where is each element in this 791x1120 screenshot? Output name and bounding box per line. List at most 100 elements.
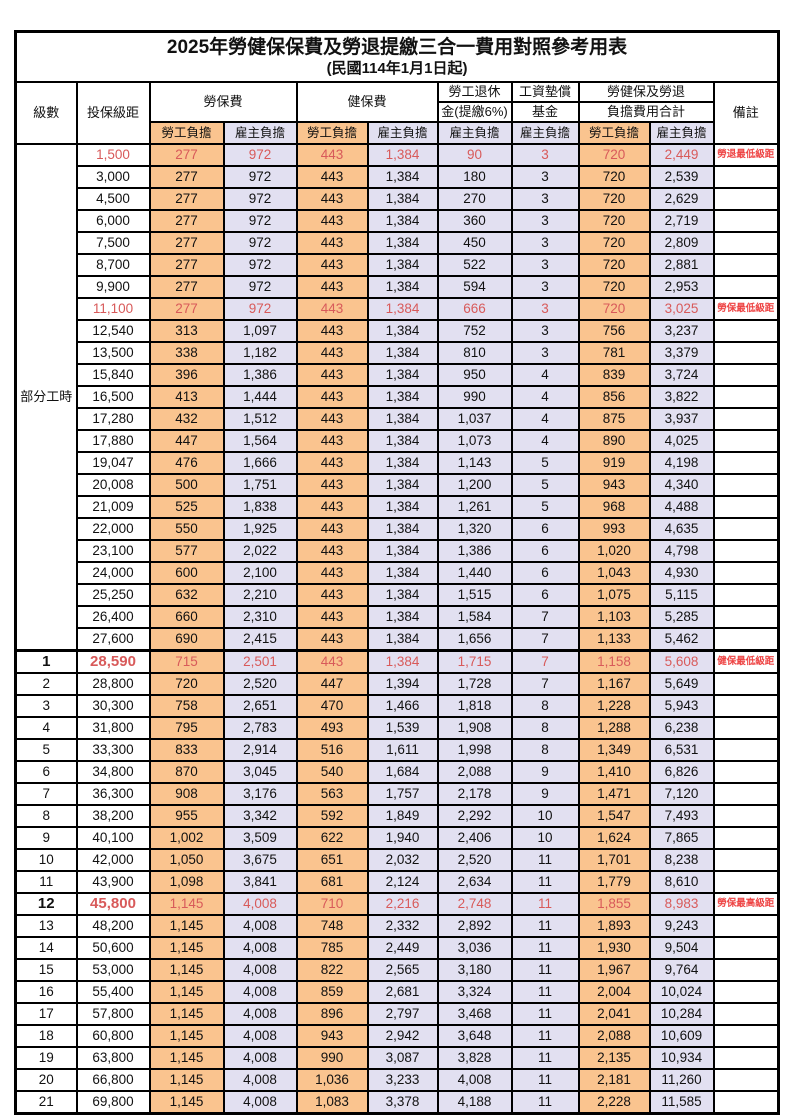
- table-row: 19,047 476 1,666 443 1,384 1,143 5 919 4,198: [16, 451, 780, 475]
- header-row-3: 勞工負擔 雇主負擔 勞工負擔 雇主負擔 雇主負擔 雇主負擔 勞工負擔 雇主負擔: [16, 121, 779, 145]
- value-cell: 748: [295, 914, 369, 938]
- value-cell: 8,610: [648, 870, 715, 894]
- value-cell: 11: [510, 958, 580, 982]
- value-cell: 756: [577, 319, 651, 343]
- value-cell: 11: [510, 892, 580, 916]
- value-cell: 522: [436, 253, 513, 277]
- value-cell: 758: [148, 694, 225, 718]
- value-cell: 4: [510, 363, 580, 387]
- value-cell: 2,415: [222, 627, 298, 652]
- bracket-cell: 36,300: [75, 782, 151, 806]
- value-cell: 1,908: [436, 716, 513, 740]
- remark-cell: [712, 561, 780, 585]
- value-cell: 4,008: [436, 1068, 513, 1092]
- value-cell: 1,384: [366, 495, 439, 519]
- bracket-cell: 38,200: [75, 804, 151, 828]
- value-cell: 450: [436, 231, 513, 255]
- value-cell: 4,008: [222, 1068, 298, 1092]
- table-row: 12,540 313 1,097 443 1,384 752 3 756 3,237: [16, 319, 780, 343]
- value-cell: 660: [148, 605, 225, 629]
- value-cell: 4,008: [222, 1024, 298, 1048]
- subheader-labor-employer: 雇主負擔: [222, 121, 298, 145]
- value-cell: 277: [148, 209, 225, 233]
- table-row: 20 66,800 1,145 4,008 1,036 3,233 4,008 11 2,181…: [14, 1068, 780, 1092]
- value-cell: 6,826: [648, 760, 715, 784]
- level-cell: 4: [14, 716, 78, 740]
- value-cell: 3,822: [648, 385, 715, 409]
- remark-cell: [712, 341, 780, 365]
- value-cell: 277: [148, 187, 225, 211]
- value-cell: 476: [148, 451, 225, 475]
- value-cell: 2,228: [577, 1090, 651, 1115]
- level-cell: 21: [14, 1090, 78, 1115]
- bracket-cell: 17,880: [75, 429, 151, 453]
- value-cell: 1,539: [366, 716, 439, 740]
- value-cell: 443: [295, 209, 369, 233]
- value-cell: 2,135: [577, 1046, 651, 1070]
- remark-cell: [712, 495, 780, 519]
- remark-cell: [712, 826, 780, 850]
- bracket-cell: 27,600: [75, 627, 151, 652]
- value-cell: 2,178: [436, 782, 513, 806]
- value-cell: 1,043: [577, 561, 651, 585]
- value-cell: 1,133: [577, 627, 651, 652]
- value-cell: 443: [295, 297, 369, 321]
- value-cell: 443: [295, 627, 369, 652]
- value-cell: 859: [295, 980, 369, 1004]
- level-cell: 6: [14, 760, 78, 784]
- header-pension-line1: 勞工退休: [436, 81, 513, 103]
- value-cell: 10,284: [648, 1002, 715, 1026]
- value-cell: 1,200: [436, 473, 513, 497]
- value-cell: 4,008: [222, 980, 298, 1004]
- table-body: 部分工時 1,500 277 972 443 1,384 90 3 720 2,449 勞退最低級距…: [14, 143, 780, 1115]
- bracket-cell: 53,000: [75, 958, 151, 982]
- remark-cell: [712, 1024, 780, 1048]
- value-cell: 781: [577, 341, 651, 365]
- value-cell: 972: [222, 275, 298, 299]
- bracket-cell: 55,400: [75, 980, 151, 1004]
- value-cell: 1,384: [366, 517, 439, 541]
- bracket-cell: 69,800: [75, 1090, 151, 1115]
- value-cell: 3,176: [222, 782, 298, 806]
- value-cell: 6: [510, 517, 580, 541]
- value-cell: 955: [148, 804, 225, 828]
- value-cell: 1,384: [366, 253, 439, 277]
- value-cell: 443: [295, 319, 369, 343]
- value-cell: 972: [222, 209, 298, 233]
- value-cell: 1,998: [436, 738, 513, 762]
- header-level: 級數: [14, 81, 78, 145]
- header-remark: 備註: [712, 81, 780, 145]
- value-cell: 1,444: [222, 385, 298, 409]
- value-cell: 2,088: [436, 760, 513, 784]
- bracket-cell: 28,590: [75, 649, 151, 674]
- value-cell: 1,145: [148, 1046, 225, 1070]
- value-cell: 2,292: [436, 804, 513, 828]
- value-cell: 1,410: [577, 760, 651, 784]
- bracket-cell: 7,500: [75, 231, 151, 255]
- value-cell: 7: [510, 649, 580, 674]
- value-cell: 681: [295, 870, 369, 894]
- subheader-total-employee: 勞工負擔: [577, 121, 651, 145]
- value-cell: 2,100: [222, 561, 298, 585]
- value-cell: 563: [295, 782, 369, 806]
- value-cell: 11: [510, 1068, 580, 1092]
- value-cell: 4,025: [648, 429, 715, 453]
- table-row: 25,250 632 2,210 443 1,384 1,515 6 1,075 5,115: [16, 583, 780, 607]
- level-cell: 2: [14, 672, 78, 696]
- value-cell: 785: [295, 936, 369, 960]
- value-cell: 9,764: [648, 958, 715, 982]
- value-cell: 950: [436, 363, 513, 387]
- remark-cell: [712, 275, 780, 299]
- bracket-cell: 23,100: [75, 539, 151, 563]
- value-cell: 3,378: [366, 1090, 439, 1115]
- level-cell: 15: [14, 958, 78, 982]
- value-cell: 516: [295, 738, 369, 762]
- value-cell: 2,520: [436, 848, 513, 872]
- remark-cell: [712, 539, 780, 563]
- value-cell: 1,656: [436, 627, 513, 652]
- value-cell: 4,188: [436, 1090, 513, 1115]
- value-cell: 8: [510, 716, 580, 740]
- value-cell: 1,384: [366, 165, 439, 189]
- value-cell: 990: [295, 1046, 369, 1070]
- value-cell: 3,087: [366, 1046, 439, 1070]
